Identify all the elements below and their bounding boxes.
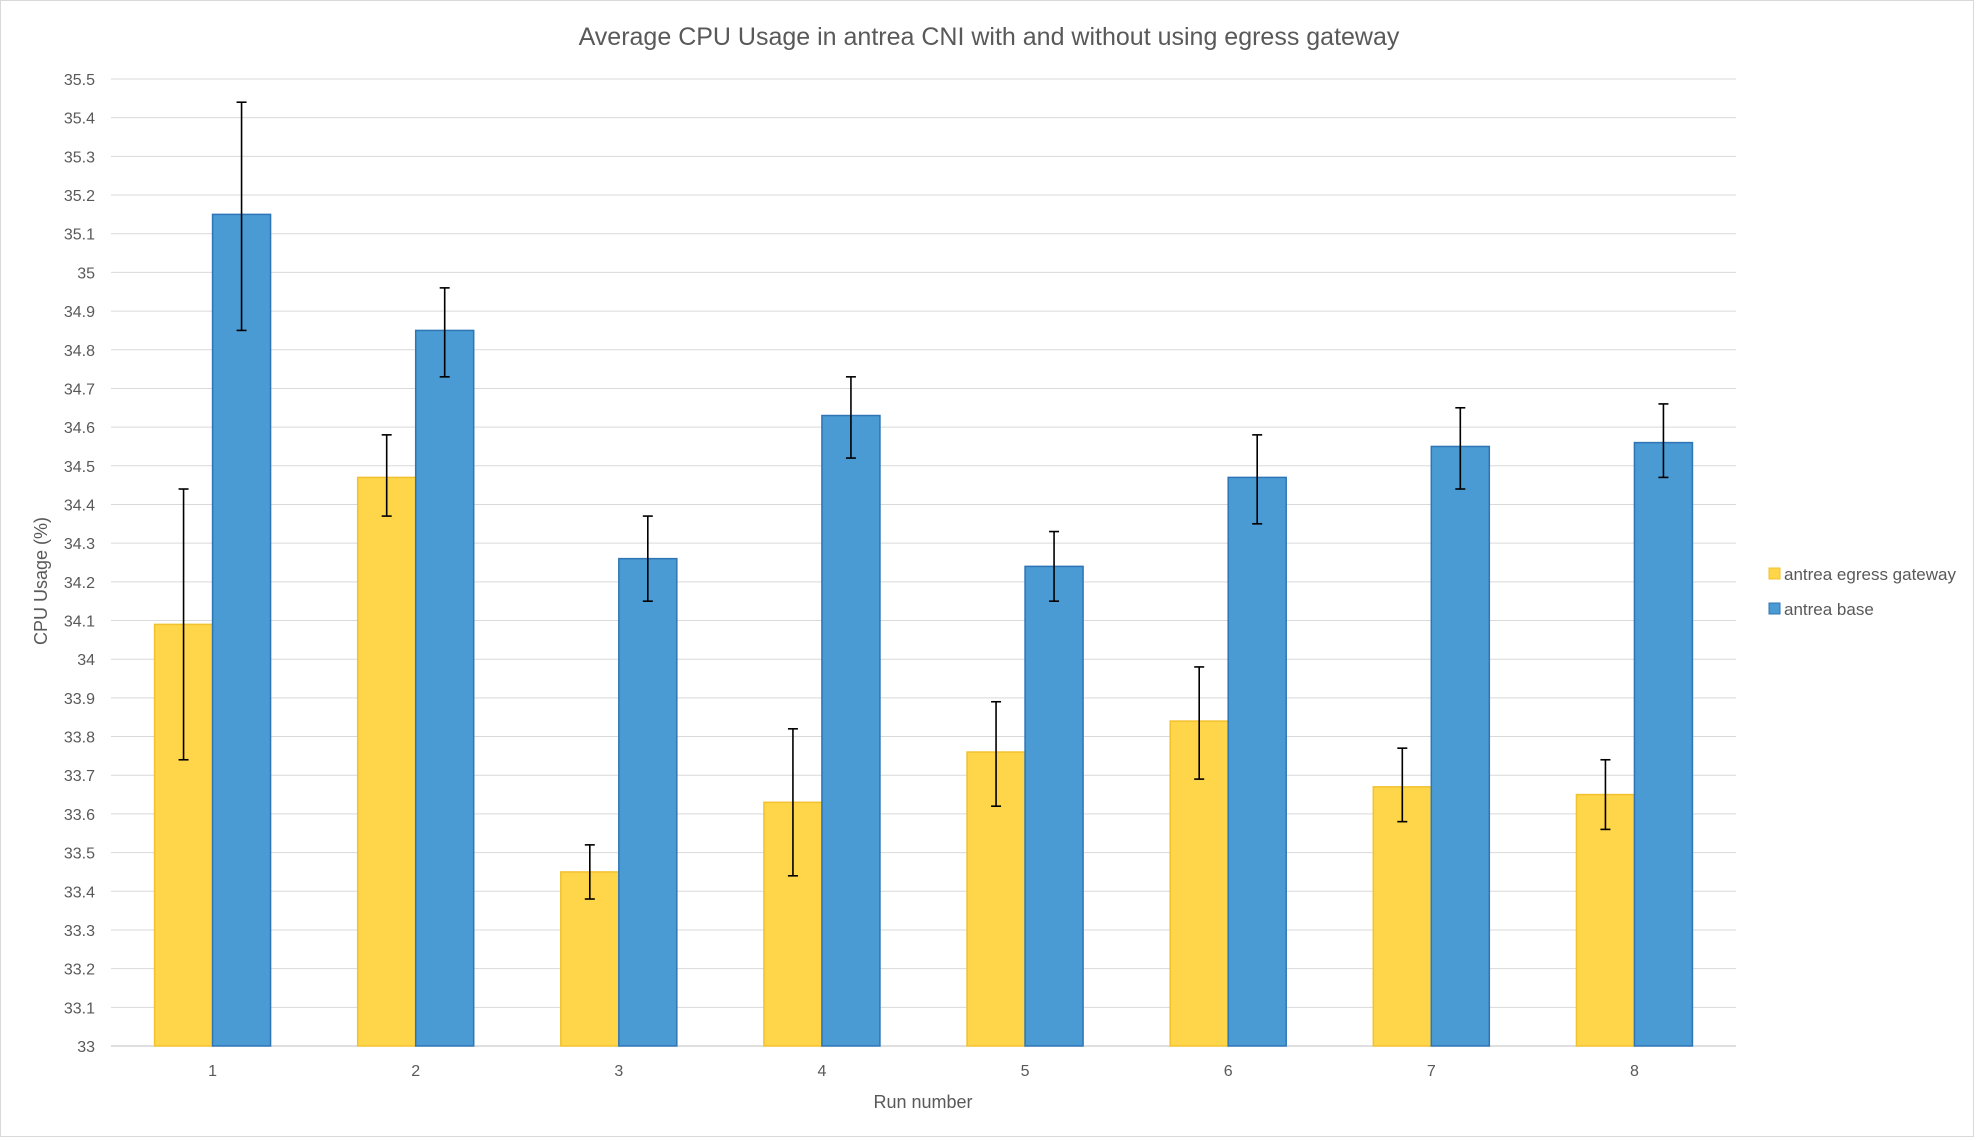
y-axis-label: CPU Usage (%) bbox=[31, 517, 51, 645]
y-tick-label: 33.4 bbox=[64, 884, 95, 901]
y-tick-label: 33.1 bbox=[64, 1000, 95, 1017]
gridlines bbox=[111, 78, 1736, 1047]
legend: antrea egress gateway antrea base bbox=[1768, 565, 1956, 619]
error-bar bbox=[642, 515, 653, 602]
bar bbox=[414, 329, 475, 1047]
x-tick-label: 5 bbox=[1021, 1063, 1030, 1080]
error-bar bbox=[584, 844, 595, 900]
y-tick-label: 35.3 bbox=[64, 149, 95, 166]
y-tick-label: 33.9 bbox=[64, 691, 95, 708]
y-tick-label: 33.6 bbox=[64, 807, 95, 824]
y-tick-label: 33.5 bbox=[64, 846, 95, 863]
error-bar bbox=[787, 728, 798, 877]
legend-item: antrea egress gateway bbox=[1768, 565, 1956, 584]
bars bbox=[153, 213, 1694, 1047]
y-tick-label: 34.2 bbox=[64, 575, 95, 592]
error-bar bbox=[1397, 747, 1408, 823]
x-tick-label: 3 bbox=[614, 1063, 623, 1080]
error-bar bbox=[381, 434, 392, 517]
bar bbox=[1430, 445, 1491, 1047]
error-bar bbox=[991, 700, 1002, 807]
x-tick-label: 8 bbox=[1630, 1063, 1639, 1080]
y-tick-label: 35.5 bbox=[64, 72, 95, 89]
y-tick-label: 34.1 bbox=[64, 614, 95, 631]
bar bbox=[618, 557, 678, 1047]
x-tick-label: 7 bbox=[1427, 1063, 1436, 1080]
error-bars bbox=[178, 101, 1669, 900]
x-tick-label: 2 bbox=[411, 1063, 420, 1080]
bar bbox=[560, 871, 620, 1047]
error-bar bbox=[1658, 403, 1669, 479]
legend-swatch bbox=[1768, 602, 1781, 615]
error-bar bbox=[1600, 758, 1611, 831]
legend-label: antrea egress gateway bbox=[1784, 565, 1956, 584]
x-tick-label: 1 bbox=[208, 1063, 217, 1080]
error-bar bbox=[178, 488, 189, 761]
y-tick-label: 34.5 bbox=[64, 459, 95, 476]
bar bbox=[211, 213, 272, 1047]
y-tick-label: 33.2 bbox=[64, 962, 95, 979]
y-axis-ticks: 33 33.1 33.2 33.3 33.4 33.5 33.6 33.7 33.8 33.9 34… bbox=[64, 72, 95, 1056]
y-tick-label: 34.4 bbox=[64, 497, 95, 514]
y-tick-label: 34 bbox=[77, 652, 95, 669]
y-tick-label: 35 bbox=[77, 265, 95, 282]
legend-label: antrea base bbox=[1784, 600, 1874, 619]
x-axis-ticks: 1 2 3 4 5 6 7 8 bbox=[208, 1063, 1639, 1080]
bar bbox=[356, 476, 417, 1047]
x-tick-label: 6 bbox=[1224, 1063, 1233, 1080]
legend-swatch bbox=[1768, 567, 1781, 580]
error-bar bbox=[439, 287, 450, 378]
y-tick-label: 35.2 bbox=[64, 188, 95, 205]
bar bbox=[763, 801, 823, 1047]
error-bar bbox=[236, 101, 247, 332]
legend-item: antrea base bbox=[1768, 600, 1874, 619]
error-bar bbox=[1252, 434, 1263, 525]
y-tick-label: 34.9 bbox=[64, 304, 95, 321]
y-tick-label: 34.8 bbox=[64, 343, 95, 360]
y-tick-label: 33.3 bbox=[64, 923, 95, 940]
chart-title: Average CPU Usage in antrea CNI with and… bbox=[579, 23, 1400, 51]
bar bbox=[821, 414, 881, 1047]
bar bbox=[1575, 793, 1636, 1047]
bar bbox=[1227, 476, 1287, 1047]
bar bbox=[1372, 786, 1433, 1047]
y-tick-label: 34.3 bbox=[64, 536, 95, 553]
bar bbox=[1024, 565, 1084, 1047]
y-tick-label: 34.7 bbox=[64, 381, 95, 398]
error-bar bbox=[1194, 666, 1205, 780]
y-tick-label: 34.6 bbox=[64, 420, 95, 437]
error-bar bbox=[845, 376, 856, 459]
error-bar bbox=[1455, 406, 1466, 490]
y-tick-label: 33 bbox=[77, 1039, 95, 1056]
x-tick-label: 4 bbox=[817, 1063, 826, 1080]
x-axis-label: Run number bbox=[873, 1092, 972, 1112]
bar bbox=[1633, 441, 1694, 1047]
y-tick-label: 35.1 bbox=[64, 227, 95, 244]
y-tick-label: 35.4 bbox=[64, 111, 95, 128]
y-tick-label: 33.8 bbox=[64, 730, 95, 747]
error-bar bbox=[1049, 530, 1060, 602]
y-tick-label: 33.7 bbox=[64, 768, 95, 785]
